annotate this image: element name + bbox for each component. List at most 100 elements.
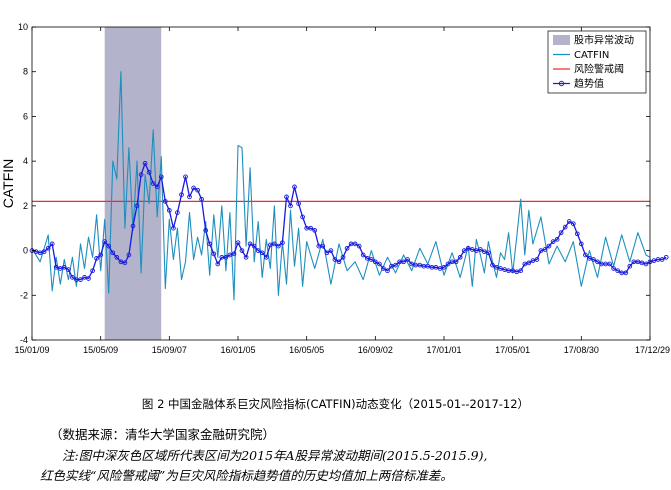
x-tick-label: 16/01/05 <box>220 345 255 355</box>
trend-point <box>37 250 43 256</box>
trend-point <box>110 250 116 256</box>
x-tick-label: 17/01/01 <box>426 345 461 355</box>
trend-point <box>280 240 285 246</box>
trend-point <box>259 250 265 256</box>
trend-point <box>142 161 148 166</box>
y-tick-label: -2 <box>20 290 28 300</box>
trend-point <box>482 249 487 255</box>
trend-point <box>247 241 253 247</box>
trend-point <box>86 276 91 281</box>
catfin-chart: -4 -2 0 2 4 6 8 10 15/01/09 15/05/09 15/09/07 16/01… <box>0 22 670 355</box>
trend-point <box>332 257 338 262</box>
trend-point <box>118 259 124 265</box>
trend-point <box>562 224 568 230</box>
trend-point <box>114 254 120 260</box>
y-tick-label: 0 <box>23 246 28 256</box>
shaded-region <box>104 27 162 340</box>
trend-point <box>473 248 479 253</box>
trend-point <box>364 256 370 261</box>
trend-point <box>651 258 657 263</box>
legend-label: CATFIN <box>574 50 609 61</box>
trend-point <box>578 241 584 247</box>
trend-point <box>627 263 633 269</box>
trend-point <box>393 262 398 268</box>
trend-point <box>179 192 184 198</box>
trend-series-line <box>31 162 667 281</box>
trend-point <box>663 254 669 260</box>
trend-point <box>138 172 144 177</box>
trend-point <box>231 251 237 257</box>
trend-point <box>401 259 406 265</box>
trend-point <box>130 223 136 229</box>
trend-point <box>486 250 491 256</box>
trend-point <box>41 249 47 255</box>
trend-point <box>368 257 374 262</box>
trend-point <box>453 259 459 265</box>
trend-point <box>70 275 75 280</box>
trend-point <box>336 259 342 265</box>
trend-point <box>324 250 330 256</box>
trend-point <box>288 203 293 209</box>
trend-point <box>45 245 51 251</box>
trend-point <box>94 256 99 261</box>
trend-point <box>49 241 55 247</box>
trend-point <box>659 257 665 262</box>
trend-point <box>494 264 499 270</box>
trend-point <box>635 259 641 265</box>
trend-point <box>171 225 176 231</box>
trend-point <box>154 184 160 190</box>
trend-point <box>227 252 233 258</box>
trend-point <box>284 194 289 200</box>
trend-point <box>243 254 249 260</box>
trend-point <box>643 261 649 267</box>
y-axis-label: CATFIN <box>0 159 16 209</box>
trend-point <box>267 242 273 248</box>
trend-point <box>469 247 475 252</box>
trend-point <box>546 243 552 249</box>
trend-point <box>417 262 423 268</box>
trend-point <box>425 263 431 269</box>
trend-point <box>534 257 540 262</box>
trend-point <box>187 194 192 200</box>
trend-point <box>607 261 612 267</box>
trend-point <box>360 252 366 258</box>
catfin-series-line <box>31 71 651 301</box>
x-tick-label: 15/05/09 <box>83 345 118 355</box>
legend-label: 风险警戒阈 <box>574 63 624 76</box>
trend-point <box>595 259 600 265</box>
trend-point <box>441 264 447 270</box>
trend-point <box>211 251 217 257</box>
trend-point <box>78 277 83 282</box>
trend-point <box>263 254 269 260</box>
footnote-line-1: 注:图中深灰色区域所代表区间为2015年A股异常波动期间(2015.5-2015… <box>62 448 488 463</box>
trend-point <box>195 187 200 193</box>
figure-caption: 图 2 中国金融体系巨灾风险指标(CATFIN)动态变化（2015-01--20… <box>141 397 530 411</box>
trend-point <box>478 247 483 252</box>
trend-point <box>134 203 140 209</box>
trend-point <box>57 266 63 271</box>
trend-point <box>550 239 556 244</box>
trend-point <box>356 243 362 249</box>
trend-point <box>292 184 297 190</box>
legend-swatch-shaded <box>553 35 570 45</box>
trend-point <box>106 243 112 249</box>
trend-point <box>191 185 196 191</box>
trend-point <box>409 261 415 267</box>
y-tick-label: 2 <box>23 201 28 211</box>
trend-point <box>514 269 520 275</box>
trend-point <box>146 169 152 175</box>
plot-frame <box>31 26 651 341</box>
trend-point <box>344 245 350 251</box>
x-tick-label: 15/01/09 <box>14 345 49 355</box>
x-tick-label: 16/09/02 <box>358 345 393 355</box>
trend-point <box>183 174 188 180</box>
trend-point <box>405 257 410 262</box>
trend-point <box>381 266 386 271</box>
trend-point <box>554 237 560 242</box>
trend-point <box>437 266 443 271</box>
trend-point <box>235 240 241 246</box>
trend-point <box>538 248 544 253</box>
x-tick-label: 16/05/05 <box>289 345 324 355</box>
trend-point <box>340 254 346 260</box>
trend-point <box>90 268 95 274</box>
